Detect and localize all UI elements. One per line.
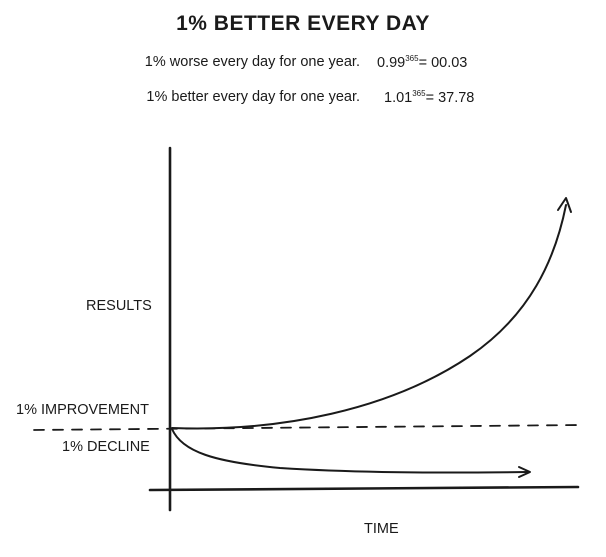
- equation-base-worse: 0.99: [377, 55, 406, 71]
- decline-curve: [171, 428, 529, 474]
- x-axis-line: [148, 485, 580, 492]
- equation-exponent-better: 365: [412, 89, 426, 98]
- equation-math-worse: 0.99365= 00.03: [377, 54, 467, 71]
- diagram-lines: [33, 146, 583, 512]
- equation-row-better: 1% better every day for one year. 1.0136…: [0, 89, 606, 109]
- decline-label: 1% DECLINE: [62, 439, 150, 455]
- x-axis-label: TIME: [364, 521, 399, 537]
- equation-result-better: = 37.78: [425, 90, 475, 106]
- baseline-dashed-line: [33, 424, 583, 431]
- equation-math-better: 1.01365= 37.78: [384, 89, 474, 106]
- decline-arrowhead: [518, 466, 531, 478]
- equation-label-better: 1% better every day for one year.: [146, 89, 360, 105]
- equation-row-worse: 1% worse every day for one year. 0.99365…: [0, 54, 606, 74]
- improvement-arrowhead: [557, 197, 572, 213]
- equation-exponent-worse: 365: [405, 54, 419, 63]
- equation-base-better: 1.01: [384, 90, 413, 106]
- equation-label-worse: 1% worse every day for one year.: [144, 54, 360, 70]
- equation-result-worse: = 00.03: [418, 55, 468, 71]
- improvement-curve: [171, 204, 567, 430]
- improvement-label: 1% IMPROVEMENT: [16, 402, 149, 418]
- page-title: 1% BETTER EVERY DAY: [176, 12, 430, 35]
- y-axis-label: RESULTS: [86, 298, 152, 314]
